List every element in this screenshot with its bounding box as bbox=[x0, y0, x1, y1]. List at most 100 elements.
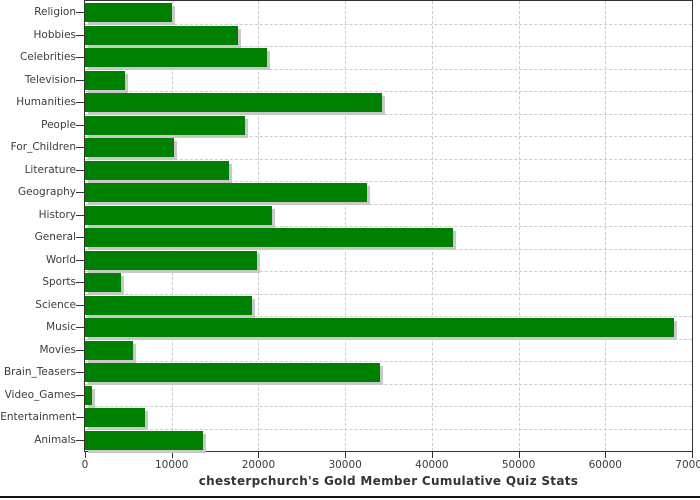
horizontal-gridline bbox=[85, 181, 692, 182]
vertical-gridline bbox=[518, 1, 520, 451]
horizontal-gridline bbox=[85, 293, 692, 295]
y-tick-mark bbox=[76, 327, 84, 329]
y-tick-mark bbox=[76, 439, 84, 441]
x-tick-mark bbox=[605, 452, 607, 458]
bottom-border-line bbox=[0, 496, 700, 498]
y-tick-mark bbox=[76, 349, 84, 351]
x-tick-label: 50000 bbox=[501, 459, 536, 471]
vertical-gridline bbox=[605, 1, 607, 451]
horizontal-gridline bbox=[85, 91, 692, 92]
vertical-gridline bbox=[345, 1, 347, 451]
horizontal-gridline bbox=[85, 46, 692, 47]
y-tick-mark bbox=[76, 372, 84, 374]
horizontal-gridline bbox=[85, 226, 692, 227]
y-tick-mark bbox=[76, 102, 84, 104]
category-label-celebrities: Celebrities bbox=[19, 51, 76, 63]
category-label-literature: Literature bbox=[24, 163, 76, 176]
category-label-religion: Religion bbox=[34, 6, 76, 18]
x-tick-label: 30000 bbox=[328, 459, 362, 471]
horizontal-gridline bbox=[85, 316, 692, 317]
x-tick-label: 0 bbox=[81, 459, 89, 471]
category-label-television: Television bbox=[24, 73, 76, 86]
y-tick-mark bbox=[76, 214, 84, 216]
y-tick-mark bbox=[76, 124, 84, 126]
x-tick-mark bbox=[692, 452, 693, 458]
category-label-sports: Sports bbox=[42, 276, 76, 288]
category-label-music: Music bbox=[46, 321, 76, 333]
bar-general bbox=[85, 228, 453, 247]
vertical-gridline bbox=[258, 1, 260, 451]
bar-brain_teasers bbox=[85, 363, 380, 382]
y-tick-mark bbox=[76, 394, 84, 396]
bar-for_children bbox=[85, 138, 175, 157]
x-tick-mark bbox=[258, 452, 260, 458]
bar-sports bbox=[85, 273, 122, 292]
horizontal-gridline bbox=[85, 248, 692, 250]
category-label-world: World bbox=[45, 253, 76, 266]
horizontal-gridline bbox=[85, 338, 692, 340]
bar-literature bbox=[85, 160, 229, 180]
horizontal-gridline bbox=[85, 361, 692, 362]
bar-entertainment bbox=[85, 408, 145, 427]
x-tick-mark bbox=[85, 452, 86, 458]
x-tick-mark bbox=[518, 452, 520, 458]
bar-video_games bbox=[85, 385, 92, 405]
category-label-animals: Animals bbox=[34, 433, 76, 446]
horizontal-gridline bbox=[85, 68, 692, 70]
y-tick-mark bbox=[76, 147, 84, 149]
horizontal-gridline bbox=[85, 23, 692, 25]
bar-animals bbox=[85, 430, 203, 450]
bar-music bbox=[85, 318, 674, 337]
bar-world bbox=[85, 250, 257, 270]
category-label-general: General bbox=[34, 231, 76, 243]
category-label-history: History bbox=[38, 208, 76, 221]
category-label-people: People bbox=[41, 118, 76, 131]
y-tick-mark bbox=[76, 169, 84, 171]
x-tick-mark bbox=[171, 452, 173, 458]
y-tick-mark bbox=[76, 304, 84, 306]
bar-religion bbox=[85, 3, 172, 22]
y-tick-mark bbox=[76, 57, 84, 59]
bar-geography bbox=[85, 183, 367, 202]
vertical-gridline bbox=[171, 1, 173, 451]
bar-television bbox=[85, 70, 125, 90]
category-label-humanities: Humanities bbox=[16, 96, 76, 108]
category-label-geography: Geography bbox=[18, 186, 76, 198]
horizontal-gridline bbox=[85, 271, 692, 272]
category-label-brain_teasers: Brain_Teasers bbox=[3, 366, 76, 378]
y-tick-mark bbox=[76, 417, 84, 419]
horizontal-gridline bbox=[85, 113, 692, 115]
category-label-science: Science bbox=[35, 298, 76, 311]
horizontal-gridline bbox=[85, 406, 692, 407]
category-label-entertainment: Entertainment bbox=[0, 411, 76, 423]
y-tick-mark bbox=[76, 259, 84, 261]
x-tick-label: 20000 bbox=[241, 459, 276, 471]
chart-title: chesterpchurch's Gold Member Cumulative … bbox=[198, 474, 579, 488]
x-tick-label: 10000 bbox=[155, 459, 189, 471]
y-tick-mark bbox=[76, 237, 84, 239]
y-tick-mark bbox=[76, 12, 84, 14]
category-label-hobbies: Hobbies bbox=[33, 28, 77, 41]
y-tick-mark bbox=[76, 282, 84, 284]
category-label-for_children: For_Children bbox=[10, 141, 76, 153]
category-label-video_games: Video_Games bbox=[4, 388, 76, 401]
bar-humanities bbox=[85, 93, 382, 112]
x-tick-label: 40000 bbox=[415, 459, 449, 471]
y-tick-mark bbox=[76, 34, 84, 36]
y-tick-mark bbox=[76, 79, 84, 81]
x-tick-label: 70000 bbox=[675, 459, 700, 471]
x-tick-mark bbox=[345, 452, 347, 458]
bar-hobbies bbox=[85, 25, 238, 45]
horizontal-gridline bbox=[85, 383, 692, 385]
horizontal-gridline bbox=[85, 158, 692, 160]
y-tick-mark bbox=[76, 192, 84, 194]
vertical-gridline bbox=[431, 1, 433, 451]
horizontal-gridline bbox=[85, 203, 692, 205]
x-tick-mark bbox=[431, 452, 433, 458]
horizontal-gridline bbox=[85, 428, 692, 430]
x-tick-label: 60000 bbox=[588, 459, 622, 471]
bar-science bbox=[85, 295, 253, 315]
bar-people bbox=[85, 115, 245, 135]
bar-history bbox=[85, 205, 273, 225]
